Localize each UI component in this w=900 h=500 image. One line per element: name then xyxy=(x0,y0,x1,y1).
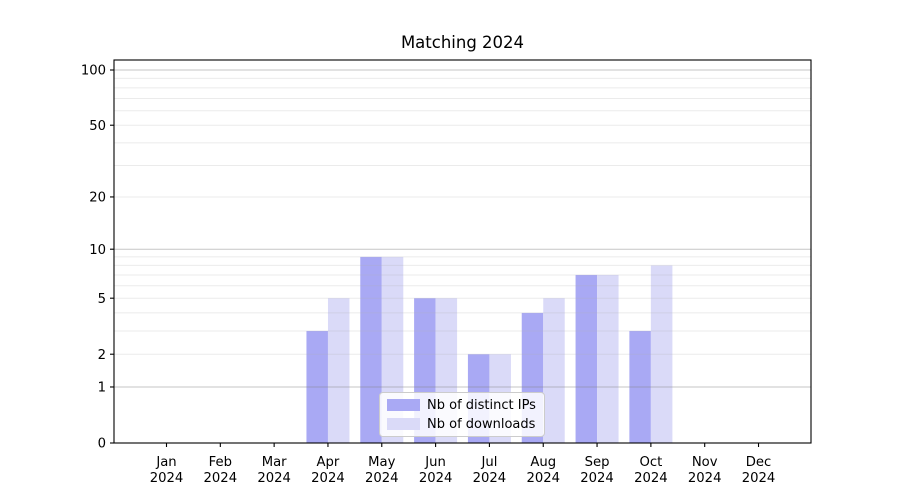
x-tick-label-year: 2024 xyxy=(688,471,722,486)
x-tick-label-year: 2024 xyxy=(257,471,291,486)
plot-border xyxy=(113,59,812,444)
x-tick-label-year: 2024 xyxy=(634,471,668,486)
x-tick-label-month: Apr xyxy=(317,455,340,470)
x-axis-ticks: Jan2024Feb2024Mar2024Apr2024May2024Jun20… xyxy=(150,443,776,486)
x-tick-label-month: Jun xyxy=(424,455,446,470)
x-tick-label-month: Jul xyxy=(480,455,497,470)
y-tick-label: 100 xyxy=(81,64,106,79)
x-tick-label-month: Jan xyxy=(155,455,176,470)
bars-group xyxy=(306,256,673,443)
x-tick-label-year: 2024 xyxy=(526,471,560,486)
bar-distinct-ips-sep xyxy=(575,274,598,443)
x-tick-label-month: Nov xyxy=(692,455,718,470)
gridlines-group xyxy=(114,69,811,388)
legend-swatch-distinct-ips xyxy=(387,399,420,411)
x-tick-label-year: 2024 xyxy=(204,471,238,486)
bar-distinct-ips-apr xyxy=(306,330,328,443)
x-tick-label-month: May xyxy=(368,455,395,470)
legend-item-downloads: Nb of downloads xyxy=(387,417,536,431)
bar-downloads-oct xyxy=(650,265,673,443)
y-tick-label: 0 xyxy=(98,437,106,452)
legend-swatch-downloads xyxy=(387,418,420,430)
bar-downloads-apr xyxy=(327,298,350,443)
x-tick-label-year: 2024 xyxy=(473,471,507,486)
x-tick-label-year: 2024 xyxy=(311,471,345,486)
x-tick-label-year: 2024 xyxy=(580,471,614,486)
y-tick-label: 20 xyxy=(89,191,106,206)
bar-distinct-ips-may xyxy=(360,256,382,443)
bar-downloads-sep xyxy=(597,274,619,443)
x-tick-label-month: Oct xyxy=(639,455,662,470)
x-tick-label-month: Feb xyxy=(209,455,232,470)
x-tick-label-year: 2024 xyxy=(419,471,453,486)
x-tick-label-year: 2024 xyxy=(742,471,776,486)
x-tick-label-month: Aug xyxy=(530,455,556,470)
y-tick-label: 10 xyxy=(89,243,106,258)
x-tick-label-month: Mar xyxy=(262,455,287,470)
legend-label-distinct-ips: Nb of distinct IPs xyxy=(427,397,536,413)
legend-item-distinct-ips: Nb of distinct IPs xyxy=(387,398,536,412)
x-tick-label-month: Sep xyxy=(585,455,610,470)
y-tick-label: 1 xyxy=(98,381,106,396)
y-axis-ticks: 0 1 2 5 10 20 50 100 xyxy=(81,64,114,452)
x-tick-label-year: 2024 xyxy=(365,471,399,486)
y-tick-label: 5 xyxy=(98,292,106,307)
legend-label-downloads: Nb of downloads xyxy=(427,416,536,432)
legend: Nb of distinct IPs Nb of downloads xyxy=(379,392,545,437)
y-tick-label: 50 xyxy=(89,119,106,134)
y-tick-label: 2 xyxy=(98,348,106,363)
bar-downloads-aug xyxy=(543,298,565,443)
x-tick-label-year: 2024 xyxy=(150,471,184,486)
chart-title: Matching 2024 xyxy=(400,33,525,52)
bar-distinct-ips-oct xyxy=(629,330,651,443)
x-tick-label-month: Dec xyxy=(746,455,772,470)
